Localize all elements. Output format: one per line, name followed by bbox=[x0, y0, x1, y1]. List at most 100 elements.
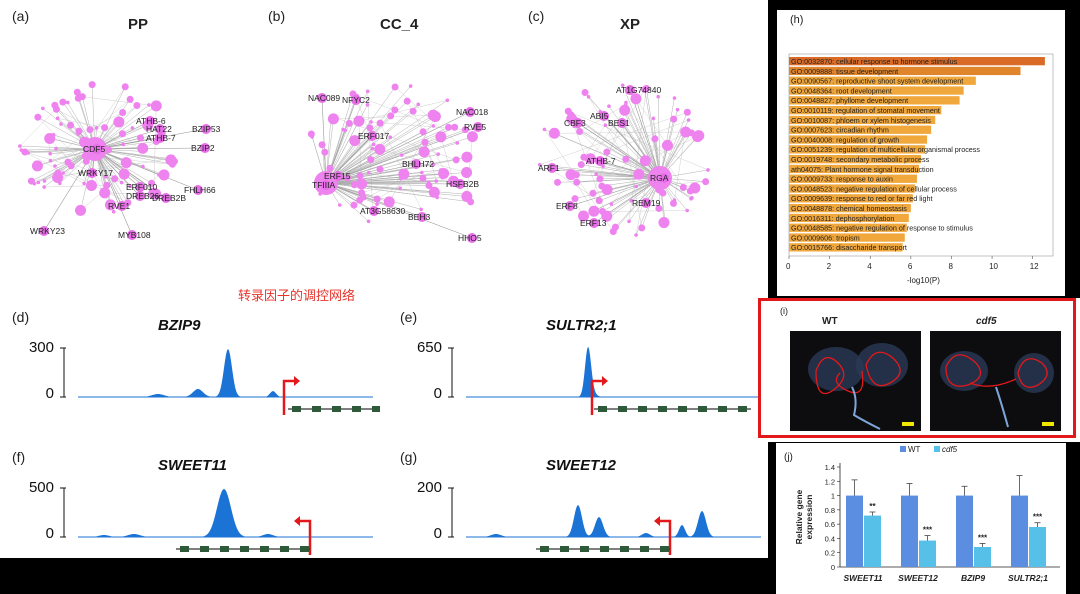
network-node bbox=[706, 168, 710, 172]
network-edge bbox=[622, 85, 661, 179]
network-node bbox=[128, 184, 132, 189]
panel-i-label: (i) bbox=[780, 306, 788, 316]
network-node bbox=[565, 169, 577, 181]
go-term-bar bbox=[789, 125, 932, 134]
network-edge bbox=[574, 126, 661, 179]
network-node-label: ERF017 bbox=[358, 131, 389, 141]
go-term-bar bbox=[789, 223, 907, 232]
network-node bbox=[366, 170, 371, 175]
network-node-label: MYB108 bbox=[118, 230, 151, 240]
network-node-label: NAC018 bbox=[456, 107, 488, 117]
network-tf-node bbox=[92, 144, 102, 154]
network-edge bbox=[579, 131, 661, 179]
network-node-label: DREB26 bbox=[126, 191, 159, 201]
network-node bbox=[428, 186, 440, 198]
network-node-label: TFIIIA bbox=[312, 180, 335, 190]
bar-wt bbox=[956, 495, 973, 567]
tss-arrow bbox=[660, 519, 672, 555]
network-node bbox=[373, 195, 381, 203]
y-tick-label: 0.2 bbox=[825, 549, 835, 558]
network-node bbox=[148, 179, 156, 187]
legend-swatch bbox=[900, 446, 906, 452]
network-node bbox=[356, 172, 364, 180]
track-gene-title: SULTR2;1 bbox=[546, 317, 617, 334]
network-node bbox=[584, 153, 596, 165]
go-term-bar bbox=[789, 57, 1045, 66]
network-node bbox=[82, 181, 86, 186]
network-node bbox=[133, 101, 141, 109]
network-node-label: WRKY23 bbox=[30, 226, 65, 236]
go-term-bar bbox=[789, 243, 903, 252]
y-tick-label: 0.8 bbox=[825, 506, 835, 515]
network-node bbox=[601, 184, 613, 196]
network-node bbox=[571, 195, 579, 203]
network-tf-node bbox=[547, 163, 557, 173]
network-node bbox=[370, 146, 375, 151]
network-edge bbox=[153, 105, 157, 194]
network-node bbox=[119, 130, 127, 138]
network-node bbox=[594, 172, 598, 177]
network-node bbox=[44, 134, 52, 142]
track-panel-label: (e) bbox=[400, 309, 418, 325]
network-node-label: RVE5 bbox=[464, 122, 486, 132]
network-node bbox=[86, 126, 94, 134]
go-xlabel: -log10(P) bbox=[907, 276, 940, 285]
network-tf-node bbox=[193, 185, 203, 195]
y-axis-label: Relative gene bbox=[794, 489, 804, 544]
go-term-bar bbox=[789, 145, 926, 154]
network-node bbox=[94, 126, 99, 130]
network-node bbox=[55, 116, 60, 121]
network-node bbox=[434, 179, 439, 183]
go-term-label: GO:0048827: phyllome development bbox=[791, 96, 908, 105]
network-node-label: ERF13 bbox=[580, 218, 607, 228]
network-edge bbox=[104, 192, 156, 195]
network-edge bbox=[94, 105, 157, 150]
network-edge bbox=[635, 98, 668, 146]
network-node bbox=[366, 219, 371, 224]
wt-label: WT bbox=[822, 316, 838, 327]
network-node bbox=[461, 126, 469, 134]
panel-h-label: (h) bbox=[790, 14, 804, 26]
network-tf-node bbox=[145, 116, 155, 126]
network-node bbox=[658, 217, 670, 229]
network-edge bbox=[50, 129, 91, 161]
network-edge bbox=[325, 111, 471, 184]
network-edge bbox=[625, 102, 661, 179]
network-node bbox=[466, 131, 478, 143]
network-node bbox=[61, 171, 65, 175]
network-node bbox=[82, 157, 90, 165]
network-edge bbox=[611, 176, 638, 205]
network-node bbox=[573, 178, 581, 186]
cdf5-label: cdf5 bbox=[976, 316, 997, 327]
network-node-label: ATHB-7 bbox=[146, 133, 176, 143]
network-edge bbox=[94, 148, 133, 236]
significance-mark: *** bbox=[1033, 513, 1043, 522]
network-node bbox=[318, 141, 326, 149]
network-node bbox=[633, 168, 645, 180]
network-tf-node bbox=[467, 233, 477, 243]
bar-cdf5 bbox=[1029, 527, 1046, 567]
network-node bbox=[656, 94, 661, 99]
go-term-label: GO:0015766: disaccharide transport bbox=[791, 243, 907, 252]
network-node bbox=[431, 124, 436, 128]
go-term-label: GO:0048364: root development bbox=[791, 86, 892, 95]
network-node-label: CDF5 bbox=[83, 144, 105, 154]
network-node bbox=[387, 112, 395, 120]
go-xtick: 2 bbox=[827, 262, 832, 271]
network-node bbox=[170, 157, 178, 165]
network-node bbox=[634, 233, 638, 237]
network-node-label: FHLH66 bbox=[184, 185, 216, 195]
go-xtick: 6 bbox=[908, 262, 913, 271]
go-term-label: GO:0032870: cellular response to hormone… bbox=[791, 57, 958, 66]
network-node-label: AT3G58630 bbox=[360, 206, 405, 216]
y-tick-label: 0 bbox=[831, 563, 835, 572]
go-term-bar bbox=[789, 213, 909, 223]
network-edge bbox=[325, 182, 471, 203]
network-node bbox=[383, 196, 395, 208]
network-node bbox=[399, 153, 404, 157]
chip-track-4: (g) SWEET12 200 0 bbox=[396, 445, 768, 585]
go-xtick: 4 bbox=[867, 262, 872, 271]
network-node bbox=[572, 171, 580, 179]
network-node-label: NFYC2 bbox=[342, 95, 370, 105]
network-node-label: BES1 bbox=[608, 118, 630, 128]
